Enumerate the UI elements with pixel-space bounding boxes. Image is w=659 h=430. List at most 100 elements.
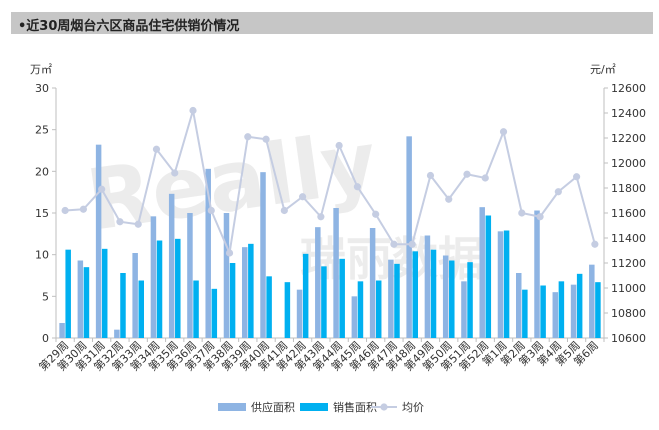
y-right-tick-label: 11800 <box>611 182 646 195</box>
y-left-unit: 万㎡ <box>30 63 52 76</box>
y-right-tick-label: 12600 <box>611 82 646 95</box>
price-point <box>445 195 453 203</box>
legend: 供应面积 销售面积 均价 <box>218 400 424 414</box>
supply-bar <box>315 227 321 338</box>
supply-bar <box>552 292 559 338</box>
supply-bar <box>77 260 84 338</box>
sales-bar <box>138 280 144 338</box>
supply-bar <box>150 216 157 338</box>
y-left-tick-label: 15 <box>35 207 49 220</box>
price-point <box>463 170 471 178</box>
price-point <box>426 171 435 180</box>
price-point <box>244 133 252 141</box>
legend-marker-price <box>380 403 388 411</box>
price-point <box>116 218 124 226</box>
y-right-tick-label: 12400 <box>611 107 646 120</box>
price-point <box>225 249 234 257</box>
price-point <box>372 210 380 218</box>
legend-label-sales: 销售面积 <box>333 400 377 414</box>
supply-bar <box>95 144 102 338</box>
price-point <box>299 193 307 201</box>
supply-bar <box>516 273 522 338</box>
supply-bar <box>570 284 577 338</box>
price-point <box>353 183 361 191</box>
supply-bar <box>479 207 485 338</box>
y-left-tick-label: 5 <box>42 290 49 303</box>
price-point <box>408 240 416 248</box>
sales-bar <box>357 281 364 338</box>
price-point <box>573 173 581 181</box>
price-point <box>280 206 288 215</box>
price-point <box>61 206 69 215</box>
supply-bar <box>59 323 65 338</box>
sales-bar <box>65 249 71 338</box>
price-point <box>554 188 562 196</box>
supply-bar <box>205 168 211 338</box>
price-point <box>335 141 343 150</box>
sales-bar <box>540 285 546 338</box>
sales-bar <box>83 267 90 338</box>
legend-label-price: 均价 <box>402 401 424 414</box>
price-point <box>390 240 398 248</box>
sales-bar <box>229 263 236 338</box>
supply-bar <box>351 296 358 338</box>
sales-bar <box>449 260 455 338</box>
price-line <box>65 110 596 257</box>
sales-bar <box>266 276 272 338</box>
bar-series <box>59 136 601 338</box>
sales-bar <box>430 249 437 338</box>
price-point <box>171 169 179 177</box>
supply-bar <box>132 253 138 338</box>
supply-bar <box>424 235 431 338</box>
legend-label-supply: 供应面积 <box>251 400 295 414</box>
supply-bar <box>168 193 175 338</box>
sales-bar <box>175 238 181 338</box>
supply-bar <box>260 172 266 338</box>
sales-bar <box>248 243 254 338</box>
price-point <box>317 213 325 221</box>
sales-bar <box>120 273 126 338</box>
supply-bar <box>114 329 120 338</box>
supply-bar <box>442 255 449 338</box>
price-point <box>481 174 489 182</box>
chart-title: •近30周烟台六区商品住宅供销价情况 <box>18 19 240 34</box>
price-point <box>79 205 87 213</box>
price-point <box>189 106 197 115</box>
price-point <box>262 135 270 143</box>
y-right-tick-label: 12000 <box>611 157 646 170</box>
supply-bar <box>333 208 339 338</box>
sales-bar <box>485 215 492 338</box>
sales-bar <box>284 282 291 338</box>
sales-bar <box>394 263 400 338</box>
supply-bar <box>223 213 230 338</box>
legend-swatch-supply <box>218 403 246 411</box>
price-point <box>134 220 142 228</box>
sales-bar <box>156 240 163 338</box>
supply-bar <box>296 289 303 338</box>
sales-bar <box>576 273 583 338</box>
supply-bar <box>242 247 248 338</box>
sales-bar <box>101 248 108 338</box>
y-right-tick-label: 12200 <box>611 132 646 145</box>
sales-bar <box>375 280 382 338</box>
supply-bar <box>497 231 504 338</box>
price-point <box>536 213 544 221</box>
price-point <box>518 209 526 217</box>
y-right-tick-label: 11600 <box>611 207 646 220</box>
legend-swatch-sales <box>300 403 328 411</box>
supply-bar <box>388 259 394 338</box>
sales-bar <box>412 251 418 338</box>
title-bar: •近30周烟台六区商品住宅供销价情况 <box>11 12 653 34</box>
y-left-tick-label: 30 <box>35 82 49 95</box>
supply-bar <box>406 136 412 338</box>
supply-bar <box>187 213 193 338</box>
sales-bar <box>522 289 528 338</box>
y-right-unit: 元/㎡ <box>590 63 616 76</box>
sales-bar <box>302 253 309 338</box>
supply-bar <box>534 210 540 338</box>
supply-bar <box>369 228 376 338</box>
price-point <box>207 206 215 215</box>
y-left-tick-label: 25 <box>35 124 49 137</box>
price-point <box>591 240 599 248</box>
